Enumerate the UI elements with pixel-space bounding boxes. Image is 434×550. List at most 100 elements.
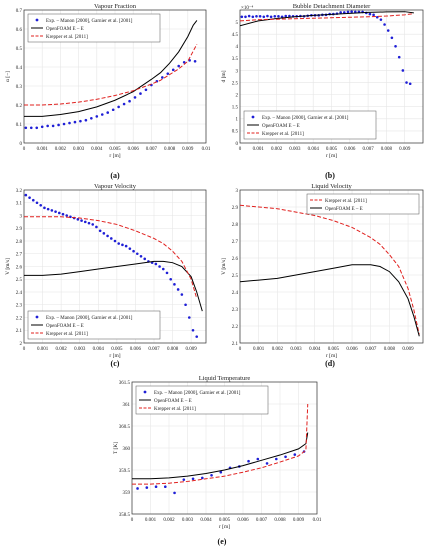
series-line	[24, 43, 198, 106]
y-tick-label: 0.6	[16, 28, 23, 33]
x-tick-label: 0	[239, 147, 242, 152]
legend: Krepper et al. [2011] OpenFOAM E – E	[306, 193, 420, 215]
y-tick-label: 2.7	[232, 240, 239, 245]
y-tick-label: 3	[236, 189, 239, 194]
data-point	[100, 113, 104, 116]
data-point	[169, 277, 173, 281]
data-point	[187, 316, 191, 319]
legend-box	[243, 110, 377, 140]
series-line	[132, 432, 309, 480]
data-point	[28, 196, 31, 199]
x-tick-label: 0.002	[163, 518, 175, 523]
data-point	[255, 14, 258, 18]
plot-area	[24, 193, 203, 338]
x-tick-label: 0.001	[253, 147, 265, 152]
x-tick-label: 0.001	[37, 347, 49, 352]
series-line	[24, 260, 203, 312]
data-point	[266, 14, 269, 18]
y-tick-label: 361	[123, 403, 131, 408]
y-tick-label: 3.1	[16, 202, 23, 207]
axes-frame	[239, 189, 424, 344]
data-point	[219, 470, 223, 474]
x-tick-label: 0.004	[309, 347, 321, 352]
panel-4: Liquid Velocity 0 0.001 0.002 0.003 0.004 0.00…	[221, 183, 424, 359]
data-point	[401, 69, 405, 72]
data-point	[102, 232, 106, 235]
data-point	[51, 124, 55, 128]
panel-1: Vapour Fraction 0 0.001 0.002 0.003 0.004 0.00…	[5, 3, 211, 159]
data-point	[193, 60, 197, 63]
y-tick-label: 1	[236, 118, 239, 123]
x-tick-label: 0.01	[313, 518, 322, 523]
data-point	[136, 487, 139, 490]
legend: Exp. – Manon [2000], Garnier et al. [200…	[27, 310, 161, 340]
y-tick-label: 0.2	[16, 104, 23, 109]
x-axis-label: r [m]	[326, 153, 337, 159]
data-point	[128, 247, 132, 250]
data-point	[132, 249, 135, 253]
data-point	[68, 121, 71, 125]
data-point	[50, 209, 54, 212]
y-tick-label: 0	[236, 142, 239, 147]
y-tick-label: 1.5	[232, 106, 239, 111]
legend-box	[135, 385, 269, 415]
legend-label: Exp. – Manon [2000], Garnier et al. [200…	[46, 316, 133, 321]
data-point	[288, 14, 291, 18]
y-tick-label: 359	[123, 491, 131, 496]
y-tick-label: 3	[20, 214, 23, 219]
x-tick-label: 0.008	[384, 347, 396, 352]
data-point	[182, 60, 186, 64]
axes-frame	[131, 381, 318, 515]
y-tick-label: 3.2	[16, 189, 23, 194]
data-point	[386, 29, 390, 32]
y-axis-label: T [K]	[113, 442, 119, 454]
data-point	[143, 257, 147, 261]
data-point	[106, 234, 109, 238]
x-tick-label: 0.009	[182, 147, 194, 152]
data-point	[62, 122, 66, 126]
legend-marker	[35, 315, 39, 319]
data-point	[275, 457, 278, 461]
data-point	[240, 15, 244, 19]
x-tick-label: 0.007	[256, 518, 268, 523]
data-point	[284, 14, 288, 18]
data-point	[61, 212, 65, 216]
data-point	[265, 462, 269, 465]
data-point	[379, 18, 383, 21]
y-tick-label: 2.1	[16, 329, 23, 334]
y-tick-label: 2.8	[16, 240, 23, 245]
x-tick-label: 0.005	[109, 147, 121, 152]
y-tick-label: 3	[236, 69, 239, 74]
y-tick-label: 2.4	[232, 291, 239, 296]
data-point	[46, 207, 50, 211]
legend-marker	[35, 18, 39, 22]
y-tick-label: 2.9	[232, 206, 239, 211]
x-tick-label: 0	[131, 518, 134, 523]
y-tick-label: 0	[20, 142, 23, 147]
y-tick-label: 2.4	[16, 291, 23, 296]
x-tick-label: 0.009	[399, 147, 411, 152]
x-tick-label: 0.008	[274, 518, 286, 523]
legend: Exp. – Manon [2000], Garnier et al. [200…	[27, 13, 161, 43]
x-tick-label: 0	[23, 347, 26, 352]
x-tick-label: 0.002	[55, 147, 67, 152]
data-point	[262, 15, 266, 19]
data-point	[284, 455, 287, 459]
x-tick-label: 0.003	[289, 147, 301, 152]
legend-label: OpenFOAM E – E	[46, 324, 84, 329]
data-point	[195, 335, 199, 338]
x-axis-label: r [m]	[326, 353, 337, 359]
x-tick-label: 0.01	[202, 147, 211, 152]
x-tick-label: 0.008	[167, 347, 179, 352]
series-line	[240, 204, 420, 335]
y-tick-label: 2.6	[16, 265, 23, 270]
y-tick-label: 2.9	[16, 227, 23, 232]
x-tick-label: 0.007	[362, 147, 374, 152]
y-tick-label: 360	[123, 447, 131, 452]
y-tick-label: 360.5	[119, 425, 131, 430]
panel-2: Bubble Detachment Diameter 0 0.001 0.002 0.0…	[221, 3, 424, 159]
y-tick-label: 2	[236, 93, 239, 98]
x-axis-label: r [m]	[109, 353, 120, 359]
x-tick-label: 0.004	[308, 147, 320, 152]
y-tick-label: 0.7	[16, 9, 23, 14]
